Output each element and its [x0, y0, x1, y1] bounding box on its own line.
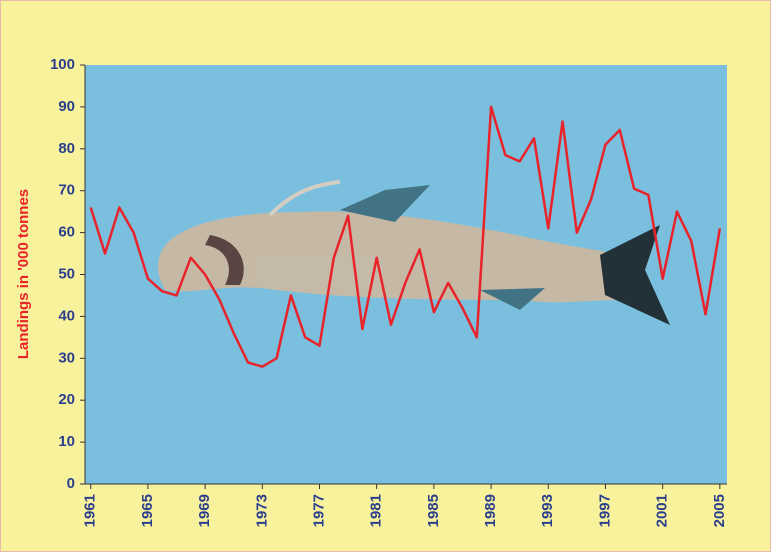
fish-illustration	[157, 180, 670, 325]
fish-body	[157, 211, 670, 325]
y-tick-label: 100	[50, 56, 75, 73]
fish-fin	[340, 185, 430, 222]
y-tick-label: 40	[58, 307, 75, 324]
x-tick-label: 1993	[539, 494, 556, 527]
x-tick-label: 1977	[310, 494, 327, 527]
x-tick-label: 1961	[82, 494, 99, 527]
x-tick-label: 1973	[253, 494, 270, 527]
y-tick-label: 10	[58, 433, 75, 450]
data-line	[89, 105, 722, 368]
y-axis-label: Landings in '000 tonnes	[15, 189, 32, 359]
fish-tail	[600, 225, 670, 325]
y-tick-label: 20	[58, 391, 75, 408]
fish-gill	[205, 235, 244, 285]
x-tick-label: 1997	[596, 494, 613, 527]
x-tick-label: 1965	[139, 494, 156, 527]
x-tick-label: 1969	[196, 494, 213, 527]
x-tick-label: 2001	[654, 494, 671, 527]
x-tick-label: 2005	[711, 494, 728, 527]
x-tick-label: 1981	[368, 494, 385, 527]
y-tick-label: 80	[58, 140, 75, 157]
fish-fin	[480, 288, 545, 310]
y-tick-label: 50	[58, 265, 75, 282]
x-tick-label: 1985	[425, 494, 442, 527]
y-tick-label: 0	[67, 475, 75, 492]
fish-barbel	[268, 180, 341, 217]
y-tick-label: 70	[58, 182, 75, 199]
y-tick-label: 30	[58, 349, 75, 366]
x-tick-label: 1989	[482, 494, 499, 527]
y-tick-label: 60	[58, 224, 75, 241]
y-tick-label: 90	[58, 98, 75, 115]
